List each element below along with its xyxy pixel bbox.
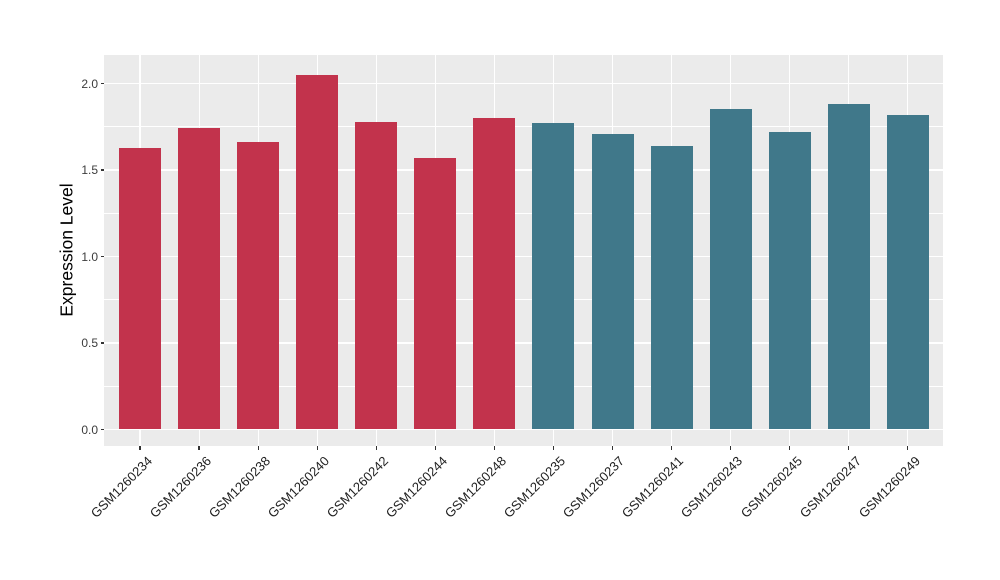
x-axis-tick bbox=[789, 446, 791, 450]
gridline-horizontal-major bbox=[104, 342, 943, 344]
x-tick-label: GSM1260247 bbox=[796, 453, 864, 521]
bar-GSM1260249 bbox=[886, 114, 929, 430]
x-axis-tick bbox=[907, 446, 909, 450]
x-tick-label: GSM1260240 bbox=[264, 453, 333, 521]
x-axis-tick bbox=[611, 446, 614, 450]
y-tick-label: 0.0 bbox=[81, 422, 98, 437]
gridline-horizontal-minor bbox=[104, 385, 943, 387]
gridline-horizontal-minor bbox=[104, 299, 943, 301]
gridline-horizontal-major bbox=[104, 255, 943, 258]
bar-GSM1260241 bbox=[650, 145, 693, 430]
x-tick-label: GSM1260242 bbox=[323, 453, 392, 521]
y-tick-label: 1.5 bbox=[81, 163, 98, 177]
bar-GSM1260248 bbox=[473, 118, 516, 430]
x-axis-tick bbox=[848, 446, 850, 450]
bar-GSM1260240 bbox=[296, 74, 339, 430]
y-axis-tick bbox=[100, 342, 104, 344]
y-axis-tick bbox=[100, 82, 104, 85]
gridline-horizontal-minor bbox=[104, 212, 943, 214]
bar-GSM1260244 bbox=[414, 157, 457, 430]
y-tick-label: 2.0 bbox=[81, 76, 98, 91]
plot-panel bbox=[104, 55, 943, 446]
y-tick-label: 1.0 bbox=[81, 249, 98, 264]
x-tick-label: GSM1260234 bbox=[87, 453, 155, 521]
y-axis-tick bbox=[100, 255, 104, 258]
bar-GSM1260247 bbox=[827, 104, 870, 430]
x-tick-label: GSM1260236 bbox=[146, 453, 214, 521]
bar-GSM1260234 bbox=[119, 147, 161, 430]
x-tick-label: GSM1260241 bbox=[619, 453, 687, 521]
x-tick-label: GSM1260237 bbox=[560, 453, 628, 521]
x-tick-label: GSM1260235 bbox=[501, 453, 569, 521]
x-axis-tick bbox=[316, 446, 318, 450]
y-tick-label: 0.5 bbox=[81, 336, 98, 350]
x-tick-label: GSM1260244 bbox=[382, 453, 451, 521]
y-axis-tick bbox=[100, 169, 104, 171]
bar-GSM1260236 bbox=[178, 128, 221, 430]
gridline-horizontal-major bbox=[104, 169, 943, 171]
x-axis-tick bbox=[375, 446, 377, 450]
x-axis-tick bbox=[671, 446, 673, 450]
x-axis-tick bbox=[434, 446, 436, 450]
bar-GSM1260245 bbox=[768, 131, 811, 430]
x-axis-tick bbox=[139, 446, 141, 450]
x-axis-tick bbox=[257, 446, 259, 450]
bar-GSM1260237 bbox=[591, 133, 634, 430]
x-axis-tick bbox=[730, 446, 732, 450]
x-tick-label: GSM1260243 bbox=[678, 453, 746, 521]
bar-GSM1260243 bbox=[709, 109, 752, 430]
gridline-horizontal-minor bbox=[104, 126, 943, 128]
x-axis-tick bbox=[552, 446, 555, 450]
y-axis-tick bbox=[100, 428, 104, 431]
gridline-horizontal-major bbox=[104, 82, 943, 85]
bar-GSM1260238 bbox=[237, 142, 280, 430]
x-tick-label: GSM1260248 bbox=[441, 453, 510, 521]
gridline-horizontal-major bbox=[104, 428, 943, 431]
bar-GSM1260242 bbox=[355, 121, 398, 430]
x-tick-label: GSM1260245 bbox=[737, 453, 805, 521]
x-tick-label: GSM1260238 bbox=[205, 453, 274, 521]
bar-GSM1260235 bbox=[532, 123, 575, 430]
x-axis-tick bbox=[198, 446, 200, 450]
x-axis-tick bbox=[493, 446, 495, 450]
x-tick-label: GSM1260249 bbox=[855, 453, 923, 521]
